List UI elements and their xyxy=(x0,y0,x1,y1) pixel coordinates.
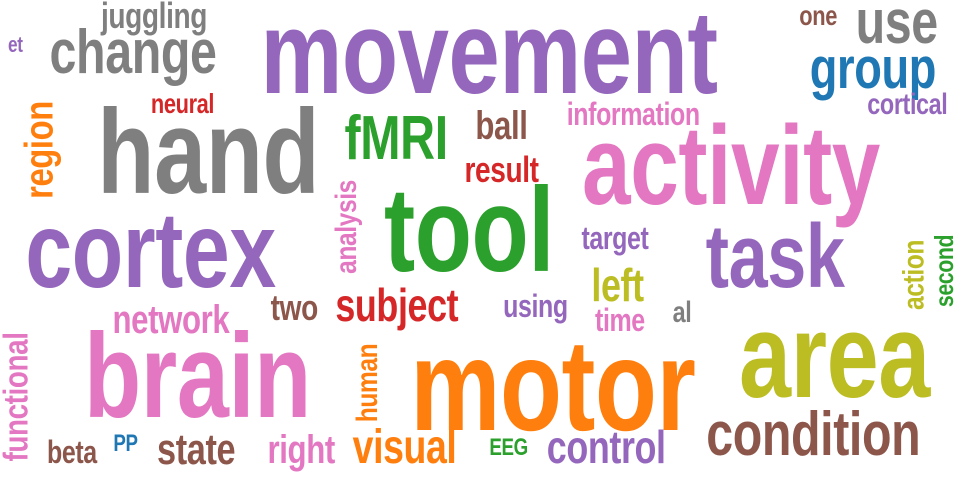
word-hand: hand xyxy=(97,85,320,219)
word-analysis: analysis xyxy=(330,180,364,274)
word-ball: ball xyxy=(475,104,528,148)
word-group: group xyxy=(809,36,937,101)
word-use: use xyxy=(855,0,939,57)
word-fmri: fMRI xyxy=(344,104,449,173)
word-using: using xyxy=(503,288,568,324)
word-cortical: cortical xyxy=(867,88,948,121)
word-visual: visual xyxy=(352,421,457,474)
word-activity: activity xyxy=(582,103,880,228)
word-functional: functional xyxy=(0,332,36,462)
word-juggling: juggling xyxy=(100,0,208,36)
word-subject: subject xyxy=(335,279,459,331)
word-beta: beta xyxy=(47,434,97,470)
word-area: area xyxy=(738,289,930,423)
word-control: control xyxy=(546,421,666,473)
word-task: task xyxy=(705,207,845,307)
word-al: al xyxy=(672,296,692,329)
word-two: two xyxy=(270,287,319,328)
word-right: right xyxy=(267,428,336,472)
word-tool: tool xyxy=(383,163,554,297)
word-state: state xyxy=(157,425,236,474)
word-change: change xyxy=(49,18,217,87)
word-network: network xyxy=(112,298,230,342)
word-result: result xyxy=(464,149,539,190)
word-region: region xyxy=(17,101,62,199)
word-condition: condition xyxy=(706,400,921,469)
word-neural: neural xyxy=(150,88,215,119)
word-pp: PP xyxy=(113,430,138,457)
word-information: information xyxy=(566,96,700,132)
word-movement: movement xyxy=(260,0,718,119)
word-et: et xyxy=(8,32,23,57)
word-time: time xyxy=(595,302,645,338)
word-left: left xyxy=(591,259,644,311)
word-eeg: EEG xyxy=(489,434,528,461)
word-motor: motor xyxy=(410,312,696,458)
word-target: target xyxy=(581,220,649,256)
word-cortex: cortex xyxy=(25,189,276,310)
word-action: action xyxy=(897,240,931,310)
word-brain: brain xyxy=(83,309,311,443)
word-one: one xyxy=(799,0,837,31)
word-human: human xyxy=(350,343,384,423)
word-second: second xyxy=(929,234,960,308)
